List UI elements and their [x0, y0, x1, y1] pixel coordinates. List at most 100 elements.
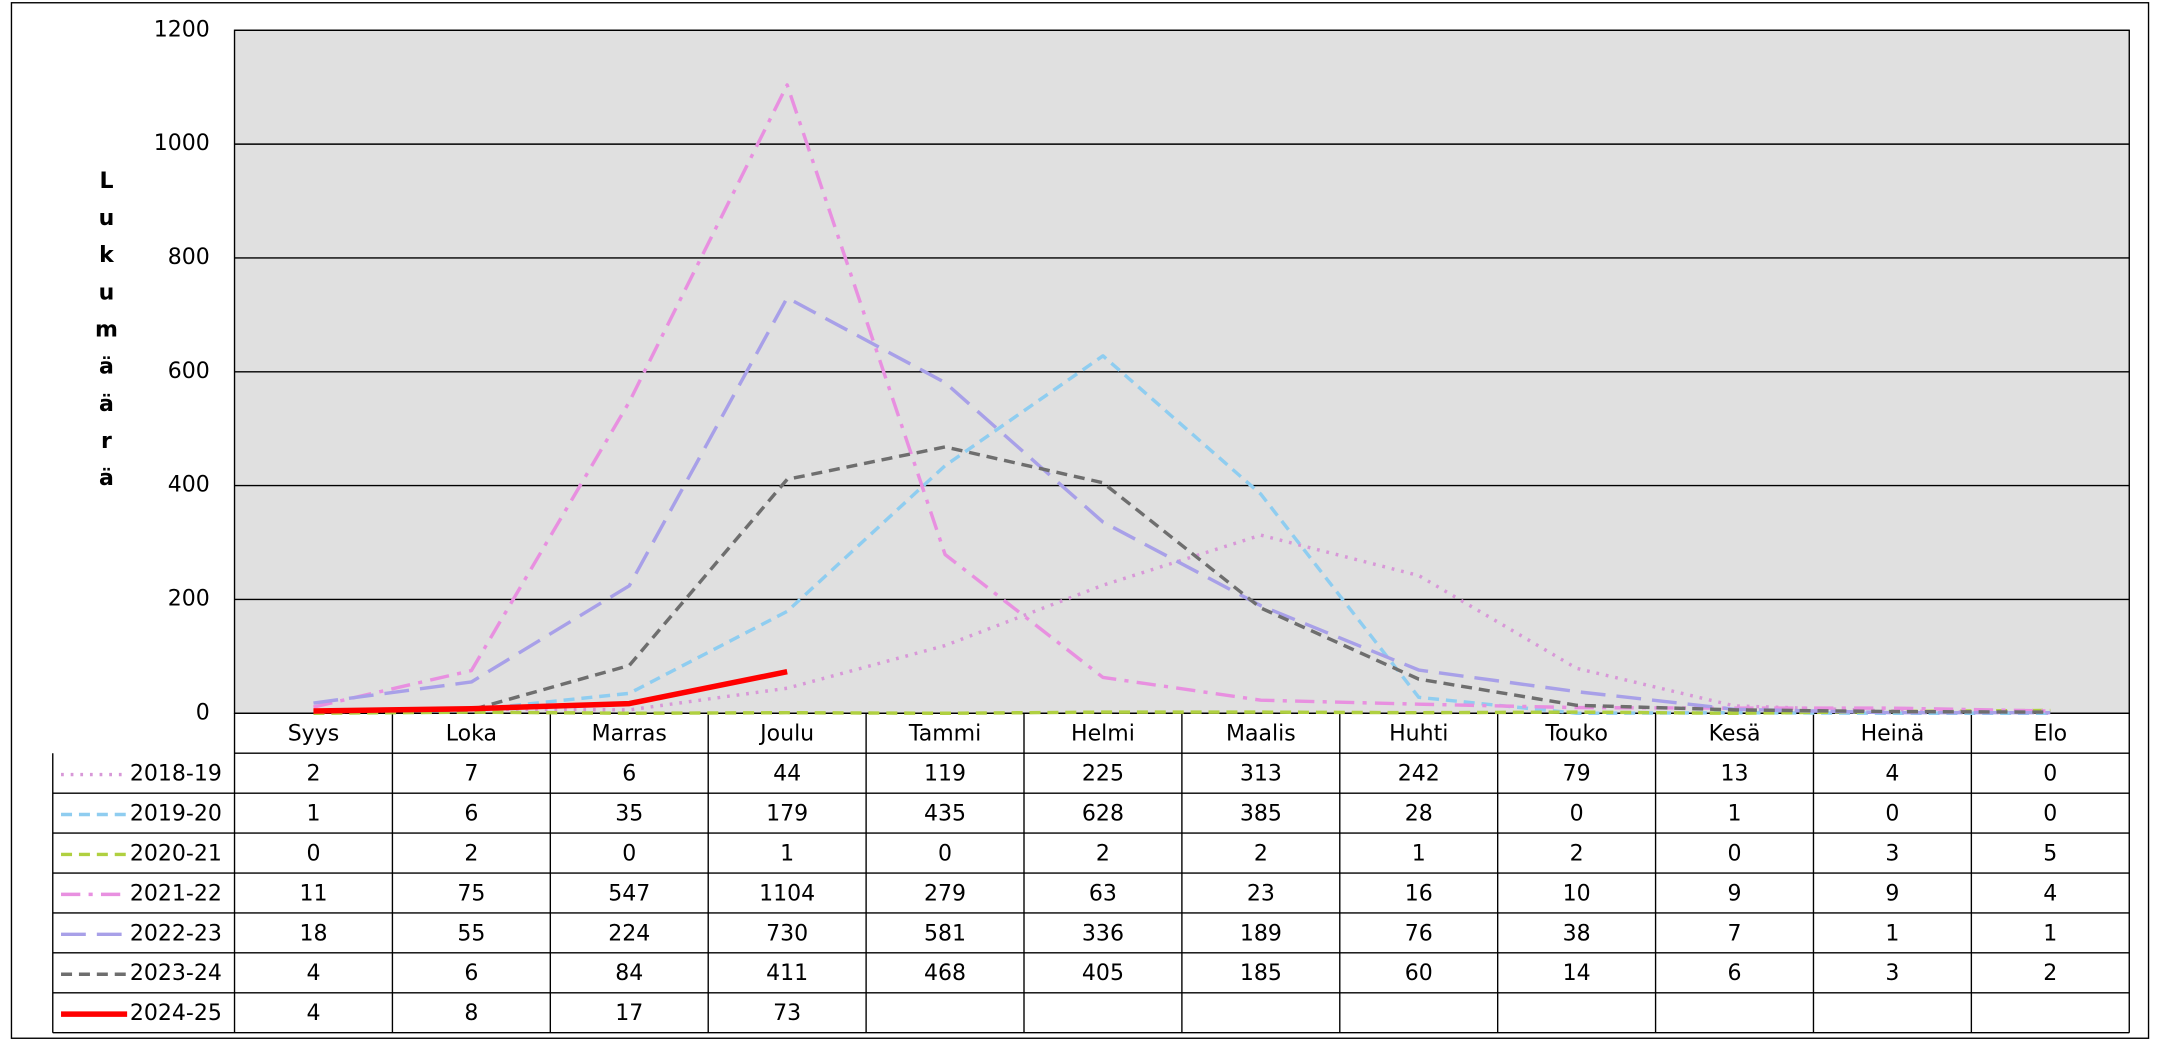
series-line: [313, 669, 788, 714]
table-value: 0: [938, 841, 952, 866]
table-value: 16: [1405, 881, 1433, 906]
table-value: 75: [457, 881, 485, 906]
table-value: 0: [1728, 841, 1742, 866]
table-value: 73: [773, 1001, 801, 1026]
table-value: 0: [2043, 801, 2057, 826]
legend-label: 2022-23: [130, 921, 222, 946]
table-value: 4: [1885, 762, 1899, 787]
table-value: 14: [1563, 961, 1591, 986]
table-value: 4: [2043, 881, 2057, 906]
legend-label: 2023-24: [130, 961, 222, 986]
table-value: 9: [1728, 881, 1742, 906]
table-value: 1: [1412, 841, 1426, 866]
y-tick-label: 200: [168, 586, 210, 611]
table-value: 35: [615, 801, 643, 826]
x-tick-label: Joulu: [758, 722, 814, 747]
table-value: 38: [1563, 921, 1591, 946]
x-tick-label: Huhti: [1389, 722, 1448, 747]
table-value: 189: [1240, 921, 1282, 946]
table-value: 1: [2043, 921, 2057, 946]
table-value: 17: [615, 1001, 643, 1026]
x-tick-label: Tammi: [908, 722, 981, 747]
table-value: 0: [2043, 762, 2057, 787]
table-value: 336: [1082, 921, 1124, 946]
table-value: 405: [1082, 961, 1124, 986]
x-tick-label: Heinä: [1861, 722, 1925, 747]
table-value: 3: [1885, 841, 1899, 866]
table-value: 1: [1885, 921, 1899, 946]
table-value: 468: [924, 961, 966, 986]
table-value: 0: [1570, 801, 1584, 826]
series-line: [313, 296, 2051, 715]
x-tick-label: Maalis: [1226, 722, 1296, 747]
table-value: 13: [1721, 762, 1749, 787]
table-value: 225: [1082, 762, 1124, 787]
y-tick-label: 1200: [154, 17, 210, 42]
table-value: 23: [1247, 881, 1275, 906]
x-tick-label: Elo: [2034, 722, 2067, 747]
table-value: 628: [1082, 801, 1124, 826]
table-value: 279: [924, 881, 966, 906]
table-value: 411: [766, 961, 808, 986]
table-value: 242: [1398, 762, 1440, 787]
table-value: 313: [1240, 762, 1282, 787]
table-value: 60: [1405, 961, 1433, 986]
table-value: 185: [1240, 961, 1282, 986]
table-value: 7: [464, 762, 478, 787]
table-value: 6: [464, 801, 478, 826]
table-value: 8: [464, 1001, 478, 1026]
table-value: 3: [1885, 961, 1899, 986]
table-value: 2: [1096, 841, 1110, 866]
x-tick-label: Marras: [592, 722, 667, 747]
series-line: [313, 533, 2051, 715]
series-line: [313, 708, 2051, 715]
table-value: 224: [608, 921, 650, 946]
series-line: [313, 445, 2051, 714]
series-line: [313, 83, 2051, 713]
x-tick-label: Syys: [288, 722, 340, 747]
table-value: 0: [1885, 801, 1899, 826]
x-tick-label: Touko: [1544, 722, 1608, 747]
table-value: 0: [622, 841, 636, 866]
chart-border: [10, 2, 2150, 1039]
table-value: 2: [1570, 841, 1584, 866]
y-tick-label: 400: [168, 473, 210, 498]
table-value: 4: [306, 1001, 320, 1026]
table-value: 55: [457, 921, 485, 946]
table-value: 9: [1885, 881, 1899, 906]
table-value: 4: [306, 961, 320, 986]
table-value: 6: [622, 762, 636, 787]
series-line: [313, 354, 2051, 715]
legend-label: 2024-25: [130, 1001, 222, 1026]
table-value: 119: [924, 762, 966, 787]
y-tick-label: 0: [196, 700, 210, 725]
legend-label: 2019-20: [130, 801, 222, 826]
table-value: 0: [306, 841, 320, 866]
table-value: 63: [1089, 881, 1117, 906]
legend-label: 2020-21: [130, 841, 222, 866]
x-tick-label: Helmi: [1071, 722, 1135, 747]
x-tick-label: Loka: [446, 722, 497, 747]
x-tick-label: Kesä: [1709, 722, 1761, 747]
y-tick-label: 600: [168, 359, 210, 384]
table-value: 2: [1254, 841, 1268, 866]
table-value: 730: [766, 921, 808, 946]
table-value: 79: [1563, 762, 1591, 787]
table-value: 28: [1405, 801, 1433, 826]
table-value: 44: [773, 762, 801, 787]
table-value: 6: [1728, 961, 1742, 986]
y-tick-label: 1000: [154, 131, 210, 156]
table-value: 1: [780, 841, 794, 866]
table-value: 18: [299, 921, 327, 946]
table-value: 11: [299, 881, 327, 906]
table-value: 435: [924, 801, 966, 826]
table-value: 2: [464, 841, 478, 866]
table-value: 2: [306, 762, 320, 787]
table-value: 2: [2043, 961, 2057, 986]
table-value: 76: [1405, 921, 1433, 946]
table-value: 7: [1728, 921, 1742, 946]
table-value: 385: [1240, 801, 1282, 826]
legend-label: 2021-22: [130, 881, 222, 906]
